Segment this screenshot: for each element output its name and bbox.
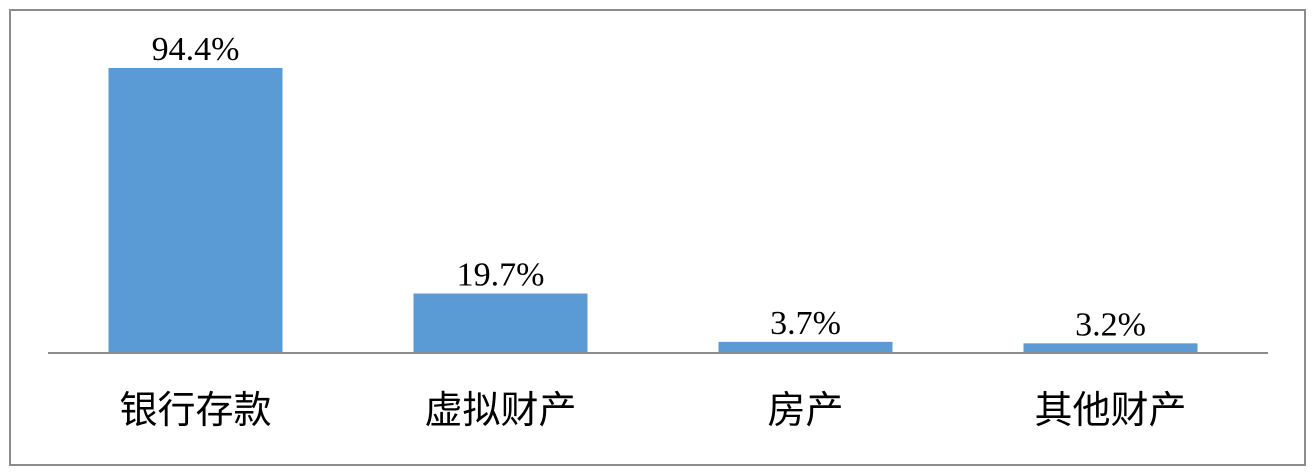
value-label: 19.7% [457, 257, 545, 294]
value-label: 3.7% [770, 305, 841, 342]
bar [1023, 343, 1198, 353]
x-tick-label: 虚拟财产 [424, 388, 576, 432]
x-tick-label: 房产 [767, 388, 843, 432]
value-label: 94.4% [152, 31, 240, 68]
x-tick-label: 银行存款 [119, 388, 271, 432]
bar [413, 293, 588, 353]
bar [718, 341, 893, 353]
bar [108, 68, 283, 353]
x-tick-label: 其他财产 [1034, 388, 1186, 432]
value-label: 3.2% [1075, 306, 1146, 343]
